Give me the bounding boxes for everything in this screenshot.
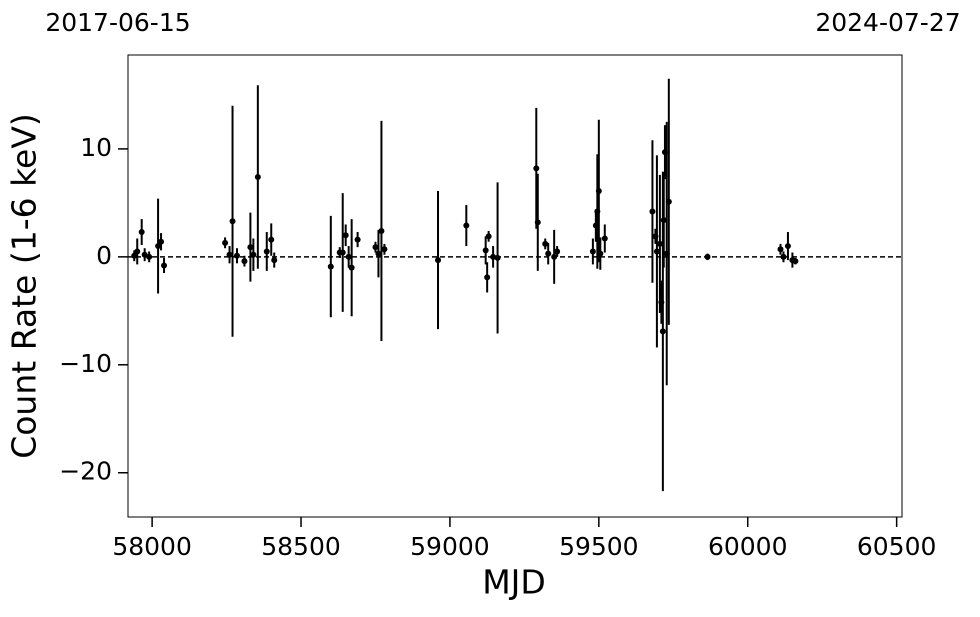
data-point xyxy=(656,240,663,247)
data-point xyxy=(146,253,153,260)
y-tick-label: −10 xyxy=(59,349,112,378)
data-point xyxy=(348,264,355,271)
data-point xyxy=(485,233,492,240)
data-point xyxy=(595,188,602,195)
data-point xyxy=(542,240,549,247)
data-point xyxy=(138,229,145,236)
data-point xyxy=(222,239,229,246)
data-point xyxy=(354,236,361,243)
data-point xyxy=(601,235,608,242)
plot-frame xyxy=(127,54,903,518)
data-point xyxy=(665,198,672,205)
data-point xyxy=(554,248,561,255)
data-point xyxy=(250,251,257,258)
data-point xyxy=(263,248,270,255)
data-point xyxy=(141,251,148,258)
data-point xyxy=(533,165,540,172)
data-point xyxy=(233,252,240,259)
data-point xyxy=(551,253,558,260)
data-point xyxy=(780,253,787,260)
data-point xyxy=(131,252,138,259)
data-point xyxy=(158,238,165,245)
data-point xyxy=(268,236,275,243)
data-point xyxy=(463,222,470,229)
x-tick-label: 60500 xyxy=(857,532,937,561)
data-point xyxy=(378,227,385,234)
data-point xyxy=(271,257,278,264)
data-point xyxy=(327,263,334,270)
y-tick-label: 10 xyxy=(80,133,112,162)
data-point xyxy=(345,253,352,260)
data-point xyxy=(649,208,656,215)
data-point xyxy=(597,250,604,257)
data-point xyxy=(372,244,379,251)
data-point xyxy=(155,243,162,250)
data-point xyxy=(381,246,388,253)
data-point xyxy=(589,248,596,255)
y-tick-label: 0 xyxy=(96,241,112,270)
x-tick-label: 59500 xyxy=(559,532,639,561)
data-point xyxy=(482,247,489,254)
data-point xyxy=(241,258,248,265)
y-tick-label: −20 xyxy=(59,457,112,486)
data-point xyxy=(792,258,799,265)
data-point xyxy=(161,262,168,269)
data-point xyxy=(777,246,784,253)
data-point xyxy=(134,248,141,255)
data-point xyxy=(339,249,346,256)
data-point xyxy=(435,257,442,264)
data-point xyxy=(484,274,491,281)
data-point xyxy=(254,173,261,180)
data-point xyxy=(784,243,791,250)
end-date: 2024-07-27 xyxy=(815,8,960,37)
x-axis-label: MJD xyxy=(482,563,546,602)
data-point xyxy=(342,232,349,239)
data-point xyxy=(229,218,236,225)
x-tick-label: 58000 xyxy=(112,532,192,561)
data-point xyxy=(545,250,552,257)
y-axis-label: Count Rate (1-6 keV) xyxy=(5,113,44,459)
data-point xyxy=(534,219,541,226)
data-point xyxy=(494,254,501,261)
data-point xyxy=(247,244,254,251)
x-tick-label: 60000 xyxy=(708,532,788,561)
data-point xyxy=(659,328,666,335)
data-point xyxy=(704,253,711,260)
x-tick-label: 59000 xyxy=(410,532,490,561)
start-date: 2017-06-15 xyxy=(45,8,190,37)
data-point xyxy=(375,250,382,257)
data-point xyxy=(653,248,660,255)
data-point xyxy=(660,217,667,224)
data-point xyxy=(226,251,233,258)
x-tick-label: 58500 xyxy=(261,532,341,561)
